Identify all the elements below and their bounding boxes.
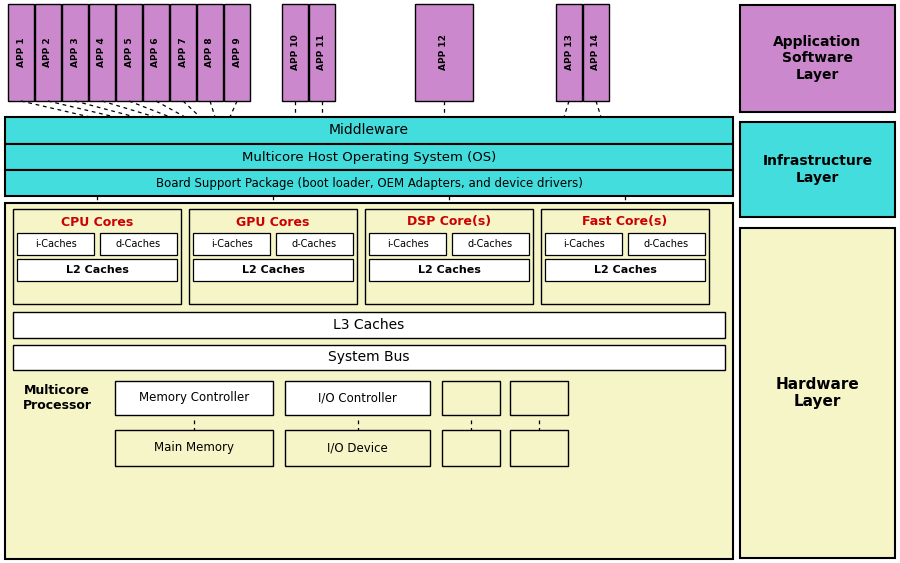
Bar: [197, 4, 223, 101]
Bar: [282, 4, 308, 101]
Bar: [35, 4, 61, 101]
Text: APP 10: APP 10: [291, 35, 300, 70]
Text: Multicore Host Operating System (OS): Multicore Host Operating System (OS): [242, 150, 496, 163]
Text: APP 11: APP 11: [318, 34, 327, 70]
Bar: [276, 233, 353, 255]
Text: i-Caches: i-Caches: [562, 239, 605, 249]
Bar: [13, 312, 725, 338]
Bar: [116, 4, 142, 101]
Text: CPU Cores: CPU Cores: [61, 216, 133, 229]
Bar: [193, 259, 353, 281]
Text: d-Caches: d-Caches: [644, 239, 689, 249]
Bar: [452, 233, 529, 255]
Bar: [224, 4, 250, 101]
Text: Board Support Package (boot loader, OEM Adapters, and device drivers): Board Support Package (boot loader, OEM …: [156, 176, 582, 190]
Bar: [369, 233, 446, 255]
Text: L2 Caches: L2 Caches: [241, 265, 304, 275]
Text: Fast Core(s): Fast Core(s): [582, 216, 668, 229]
Bar: [740, 122, 895, 217]
Bar: [583, 4, 609, 101]
Text: L2 Caches: L2 Caches: [594, 265, 656, 275]
Text: d-Caches: d-Caches: [292, 239, 338, 249]
Bar: [193, 233, 270, 255]
Bar: [556, 4, 582, 101]
Text: APP 13: APP 13: [564, 34, 573, 70]
Bar: [415, 4, 473, 101]
Text: Memory Controller: Memory Controller: [139, 391, 249, 404]
Text: APP 6: APP 6: [151, 38, 160, 68]
Text: APP 9: APP 9: [232, 38, 241, 68]
Text: APP 7: APP 7: [178, 38, 187, 68]
Text: i-Caches: i-Caches: [387, 239, 428, 249]
Bar: [740, 228, 895, 558]
Bar: [13, 209, 181, 304]
Text: APP 12: APP 12: [439, 34, 448, 70]
Bar: [62, 4, 88, 101]
Text: Hardware
Layer: Hardware Layer: [776, 377, 859, 409]
Bar: [309, 4, 335, 101]
Bar: [5, 144, 733, 170]
Text: I/O Device: I/O Device: [327, 441, 388, 454]
Bar: [545, 259, 705, 281]
Bar: [510, 381, 568, 415]
Text: Application
Software
Layer: Application Software Layer: [773, 35, 861, 82]
Bar: [89, 4, 115, 101]
Text: L2 Caches: L2 Caches: [418, 265, 481, 275]
Text: Infrastructure
Layer: Infrastructure Layer: [762, 154, 873, 185]
Text: GPU Cores: GPU Cores: [237, 216, 310, 229]
Bar: [13, 345, 725, 370]
Text: d-Caches: d-Caches: [468, 239, 513, 249]
Text: APP 8: APP 8: [205, 38, 214, 68]
Bar: [189, 209, 357, 304]
Bar: [628, 233, 705, 255]
Bar: [442, 430, 500, 466]
Text: DSP Core(s): DSP Core(s): [407, 216, 491, 229]
Text: L3 Caches: L3 Caches: [333, 318, 405, 332]
Text: i-Caches: i-Caches: [211, 239, 252, 249]
Text: Middleware: Middleware: [329, 123, 409, 137]
Text: APP 14: APP 14: [591, 34, 600, 70]
Bar: [143, 4, 169, 101]
Text: i-Caches: i-Caches: [34, 239, 76, 249]
Bar: [5, 170, 733, 196]
Text: Main Memory: Main Memory: [154, 441, 234, 454]
Bar: [170, 4, 196, 101]
Bar: [541, 209, 709, 304]
Bar: [8, 4, 34, 101]
Text: APP 3: APP 3: [70, 38, 79, 68]
Bar: [369, 259, 529, 281]
Bar: [17, 259, 177, 281]
Bar: [740, 5, 895, 112]
Bar: [545, 233, 622, 255]
Text: System Bus: System Bus: [328, 351, 410, 364]
Bar: [5, 203, 733, 559]
Bar: [285, 430, 430, 466]
Bar: [442, 381, 500, 415]
Bar: [285, 381, 430, 415]
Text: d-Caches: d-Caches: [116, 239, 161, 249]
Bar: [510, 430, 568, 466]
Text: APP 1: APP 1: [16, 38, 25, 68]
Bar: [115, 430, 273, 466]
Text: APP 4: APP 4: [97, 38, 106, 68]
Bar: [17, 233, 94, 255]
Bar: [5, 117, 733, 144]
Text: Multicore
Processor: Multicore Processor: [22, 384, 92, 412]
Bar: [100, 233, 177, 255]
Bar: [365, 209, 533, 304]
Text: APP 2: APP 2: [43, 38, 52, 68]
Text: L2 Caches: L2 Caches: [66, 265, 129, 275]
Text: I/O Controller: I/O Controller: [318, 391, 397, 404]
Text: APP 5: APP 5: [124, 38, 133, 68]
Bar: [115, 381, 273, 415]
